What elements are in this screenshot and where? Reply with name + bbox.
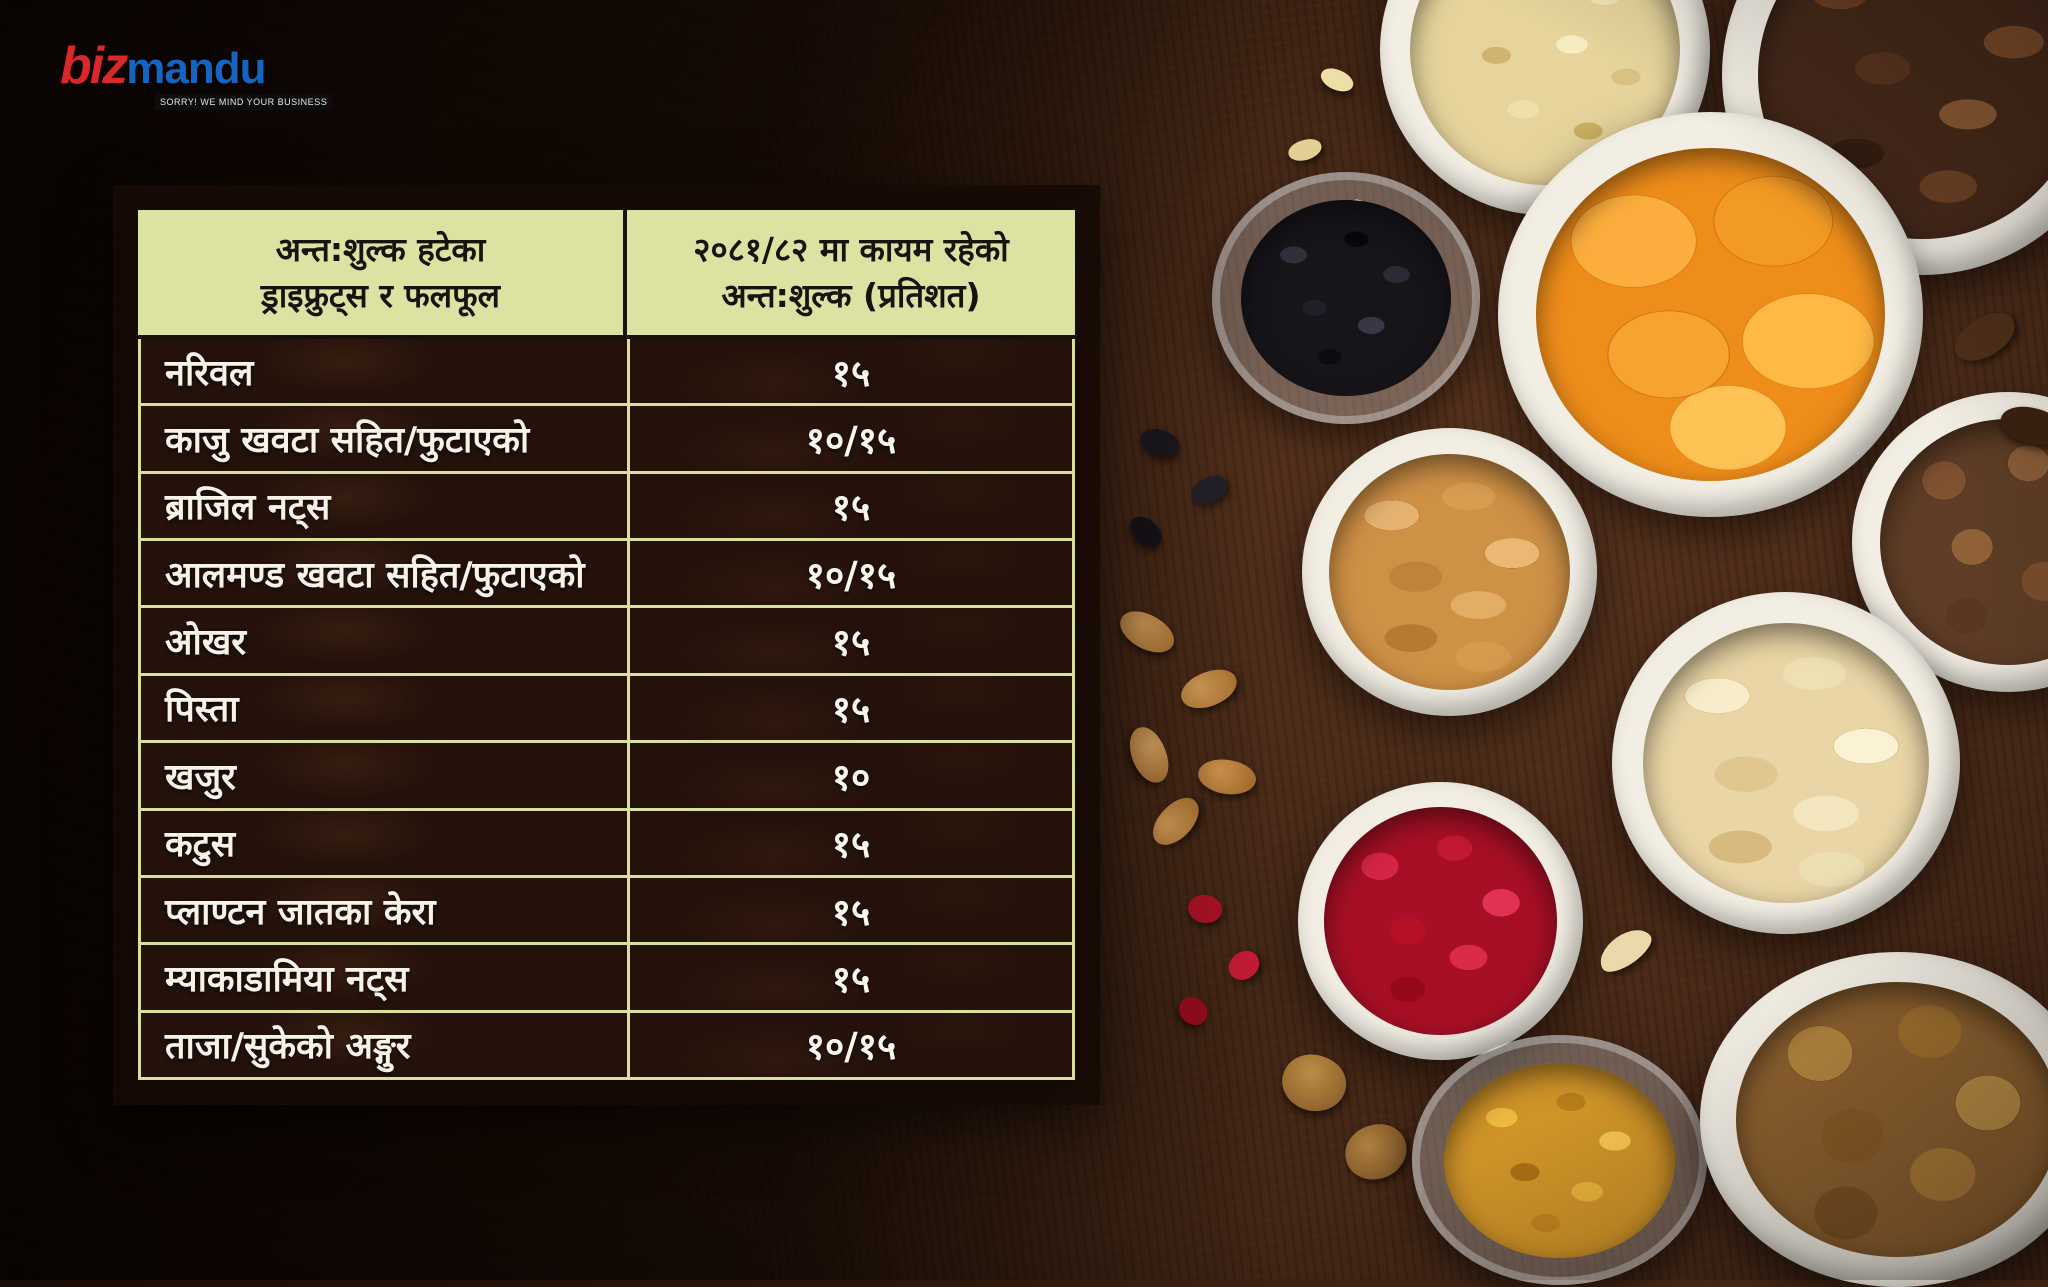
- item-name: खजुर: [165, 756, 236, 798]
- header-items-line1: अन्त:शुल्क हटेका: [275, 229, 486, 269]
- table-row: पिस्ता १५: [141, 672, 1072, 741]
- excise-rate: १५: [627, 810, 1072, 875]
- excise-rate: १०/१५: [627, 1012, 1072, 1077]
- logo-tagline: SORRY! WE MIND YOUR BUSINESS: [155, 94, 333, 110]
- black-raisin-scatter: [1124, 510, 1168, 554]
- header-rate-column: २०८१/८२ मा कायम रहेको अन्त:शुल्क (प्रतिश…: [627, 210, 1075, 335]
- walnuts-bowl-photo: [1700, 952, 2048, 1287]
- table-row: नरिवल १५: [141, 339, 1072, 404]
- table-row: प्लाण्टन जातका केरा १५: [141, 874, 1072, 943]
- table-row: ओखर १५: [141, 605, 1072, 673]
- table-row: ब्राजिल नट्स १५: [141, 470, 1072, 539]
- black-raisins-bowl-photo: [1212, 172, 1480, 424]
- item-name: पिस्ता: [165, 689, 239, 731]
- cranberry-scatter: [1223, 945, 1265, 986]
- cranberry-scatter: [1184, 891, 1226, 927]
- item-name: ताजा/सुकेको अङ्गुर: [165, 1026, 411, 1068]
- almond-scatter: [1144, 790, 1208, 853]
- excise-table: अन्त:शुल्क हटेका ड्राइफ्रुट्स र फलफूल २०…: [138, 210, 1075, 1080]
- walnut-scatter: [1339, 1117, 1413, 1187]
- almond-scatter: [1113, 602, 1181, 662]
- header-items-line2: ड्राइफ्रुट्स र फलफूल: [261, 275, 500, 315]
- excise-rate: १०: [627, 743, 1072, 808]
- excise-rate: १५: [627, 339, 1072, 404]
- golden-raisins-bowl-photo: [1412, 1035, 1707, 1285]
- excise-rate: १५: [627, 608, 1072, 673]
- cashews-bowl-photo: [1612, 592, 1960, 934]
- walnut-scatter: [1274, 1045, 1354, 1121]
- table-body: नरिवल १५ काजु खवटा सहित/फुटाएको १०/१५ ब्…: [138, 339, 1075, 1080]
- table-header-row: अन्त:शुल्क हटेका ड्राइफ्रुट्स र फलफूल २०…: [138, 210, 1075, 339]
- table-row: म्याकाडामिया नट्स १५: [141, 942, 1072, 1010]
- dried-apricots-bowl-photo: [1498, 112, 1923, 517]
- item-name: ओखर: [165, 622, 247, 664]
- almond-scatter: [1175, 663, 1243, 715]
- item-name: प्लाण्टन जातका केरा: [165, 891, 436, 933]
- black-raisin-scatter: [1136, 423, 1184, 463]
- header-rate-line2: अन्त:शुल्क (प्रतिशत): [721, 275, 981, 315]
- pine-nut-scatter: [1285, 135, 1325, 165]
- table-row: आलमण्ड खवटा सहित/फुटाएको १०/१५: [141, 538, 1072, 606]
- item-name: म्याकाडामिया नट्स: [165, 958, 409, 1000]
- item-name: नरिवल: [165, 352, 254, 394]
- item-name: ब्राजिल नट्स: [165, 487, 331, 529]
- brazil-nut-scatter: [1946, 304, 2024, 370]
- excise-table-frame: अन्त:शुल्क हटेका ड्राइफ्रुट्स र फलफूल २०…: [113, 185, 1100, 1105]
- table-row: कटुस १५: [141, 807, 1072, 875]
- excise-rate: १५: [627, 945, 1072, 1010]
- header-rate-line1: २०८१/८२ मा कायम रहेको: [693, 229, 1009, 269]
- item-name: काजु खवटा सहित/फुटाएको: [165, 420, 530, 462]
- excise-rate: १५: [627, 675, 1072, 741]
- item-name: आलमण्ड खवटा सहित/फुटाएको: [165, 554, 585, 596]
- header-items-column: अन्त:शुल्क हटेका ड्राइफ्रुट्स र फलफूल: [138, 210, 627, 335]
- table-row: काजु खवटा सहित/फुटाएको १०/१५: [141, 403, 1072, 471]
- table-row: ताजा/सुकेको अङ्गुर १०/१५: [141, 1009, 1072, 1077]
- almonds-bowl-photo: [1302, 428, 1597, 716]
- almond-scatter: [1123, 721, 1175, 789]
- excise-rate: १५: [627, 473, 1072, 539]
- dried-cranberries-bowl-photo: [1298, 782, 1583, 1060]
- item-name: कटुस: [165, 824, 236, 866]
- cashew-scatter: [1592, 921, 1658, 979]
- logo-mandu-text: mandu: [126, 44, 266, 93]
- almond-scatter: [1195, 755, 1259, 799]
- table-row: खजुर १०: [141, 740, 1072, 808]
- excise-rate: १०/१५: [627, 541, 1072, 606]
- cranberry-scatter: [1173, 991, 1213, 1031]
- bizmandu-logo: biz mandu SORRY! WE MIND YOUR BUSINESS: [60, 37, 333, 110]
- black-raisin-scatter: [1186, 471, 1232, 510]
- excise-rate: १०/१५: [627, 406, 1072, 471]
- logo-biz-text: biz: [60, 37, 128, 95]
- pine-nut-scatter: [1317, 63, 1357, 97]
- excise-rate: १५: [627, 877, 1072, 943]
